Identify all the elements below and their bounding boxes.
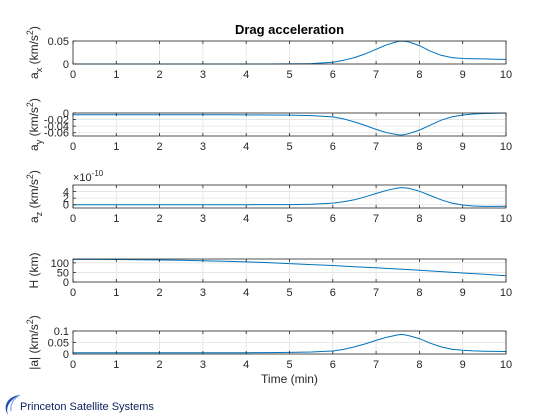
x-tick-label: 8 [416, 141, 422, 153]
y-axis-label: |a| (km/s2) [25, 315, 41, 370]
y-tick-label: 0 [63, 59, 69, 71]
x-tick-label: 1 [113, 359, 119, 371]
y-exponent-label: ×10-10 [73, 169, 104, 184]
y-tick-label: 0.05 [48, 338, 69, 350]
y-tick-label: -0.06 [44, 128, 69, 140]
x-tick-label: 8 [416, 69, 422, 81]
x-tick-label: 9 [460, 287, 466, 299]
x-tick-label: 5 [286, 141, 292, 153]
x-tick-label: 6 [330, 213, 336, 225]
series-line [73, 112, 507, 136]
x-tick-label: 10 [500, 69, 512, 81]
x-tick-label: 7 [373, 69, 379, 81]
y-tick-label: -0.04 [44, 121, 69, 133]
y-tick-label: 4 [63, 187, 69, 199]
series-line [73, 258, 507, 277]
x-tick-label: 2 [157, 359, 163, 371]
x-tick-label: 8 [416, 359, 422, 371]
x-tick-label: 6 [330, 69, 336, 81]
x-tick-label: 3 [200, 287, 206, 299]
x-tick-label: 7 [373, 213, 379, 225]
x-tick-label: 7 [373, 287, 379, 299]
x-tick-label: 3 [200, 213, 206, 225]
y-axis-label: ay (km/s2) [25, 98, 44, 151]
x-tick-label: 4 [243, 141, 249, 153]
x-tick-label: 2 [157, 287, 163, 299]
y-axis-label: H (km) [27, 253, 41, 289]
x-tick-label: 10 [500, 213, 512, 225]
x-tick-label: 9 [460, 213, 466, 225]
x-tick-label: 3 [200, 69, 206, 81]
x-tick-label: 10 [500, 359, 512, 371]
x-tick-label: 4 [243, 69, 249, 81]
x-tick-label: 7 [373, 359, 379, 371]
y-tick-label: 100 [51, 258, 69, 270]
x-tick-label: 5 [286, 287, 292, 299]
x-tick-label: 10 [500, 287, 512, 299]
x-tick-label: 1 [113, 141, 119, 153]
x-tick-label: 5 [286, 359, 292, 371]
x-tick-label: 9 [460, 69, 466, 81]
y-tick-label: 0 [63, 108, 69, 120]
x-tick-label: 0 [70, 287, 76, 299]
y-axis-label: ax (km/s2) [25, 26, 44, 79]
x-tick-label: 9 [460, 359, 466, 371]
x-tick-label: 6 [330, 359, 336, 371]
x-tick-label: 5 [286, 213, 292, 225]
x-tick-label: 0 [70, 69, 76, 81]
x-tick-label: 1 [113, 213, 119, 225]
x-tick-label: 6 [330, 287, 336, 299]
series-line [73, 333, 507, 354]
subplot-1: 0 1 2 3 4 5 6 7 8 9 10 0 0.05 ax (km/s2) Drag accelera… [25, 22, 512, 81]
x-tick-label: 2 [157, 141, 163, 153]
x-tick-label: 0 [70, 141, 76, 153]
x-axis-label: Time (min) [261, 372, 318, 386]
x-tick-label: 6 [330, 141, 336, 153]
orbit-swoosh-icon [5, 394, 21, 415]
series-line [73, 187, 507, 207]
y-axis-label: az (km/s2) [25, 170, 44, 223]
x-tick-label: 4 [243, 287, 249, 299]
y-tick-label: 0 [63, 349, 69, 361]
y-tick-label: -0.02 [44, 115, 69, 127]
x-tick-label: 4 [243, 359, 249, 371]
x-tick-label: 4 [243, 213, 249, 225]
brand-name: Princeton Satellite Systems [20, 401, 154, 413]
x-tick-label: 3 [200, 141, 206, 153]
x-tick-label: 2 [157, 69, 163, 81]
x-tick-label: 1 [113, 69, 119, 81]
x-tick-label: 1 [113, 287, 119, 299]
x-tick-label: 3 [200, 359, 206, 371]
x-tick-label: 9 [460, 141, 466, 153]
x-tick-label: 8 [416, 213, 422, 225]
x-tick-label: 2 [157, 213, 163, 225]
x-tick-label: 8 [416, 287, 422, 299]
y-tick-label: 0 [63, 277, 69, 289]
x-tick-label: 7 [373, 141, 379, 153]
y-tick-label: 0.1 [54, 326, 69, 338]
x-tick-label: 0 [70, 213, 76, 225]
x-tick-label: 5 [286, 69, 292, 81]
subplot-5: 0 1 2 3 4 5 6 7 8 9 10 00.050.1 |a| (km/s2) Time (min… [25, 315, 512, 386]
y-tick-label: 2 [63, 193, 69, 205]
y-tick-label: 50 [57, 267, 69, 279]
chart-title: Drag acceleration [235, 22, 344, 37]
y-tick-label: 0.05 [48, 36, 69, 48]
x-tick-label: 0 [70, 359, 76, 371]
y-tick-label: 0 [63, 200, 69, 212]
x-tick-label: 10 [500, 141, 512, 153]
